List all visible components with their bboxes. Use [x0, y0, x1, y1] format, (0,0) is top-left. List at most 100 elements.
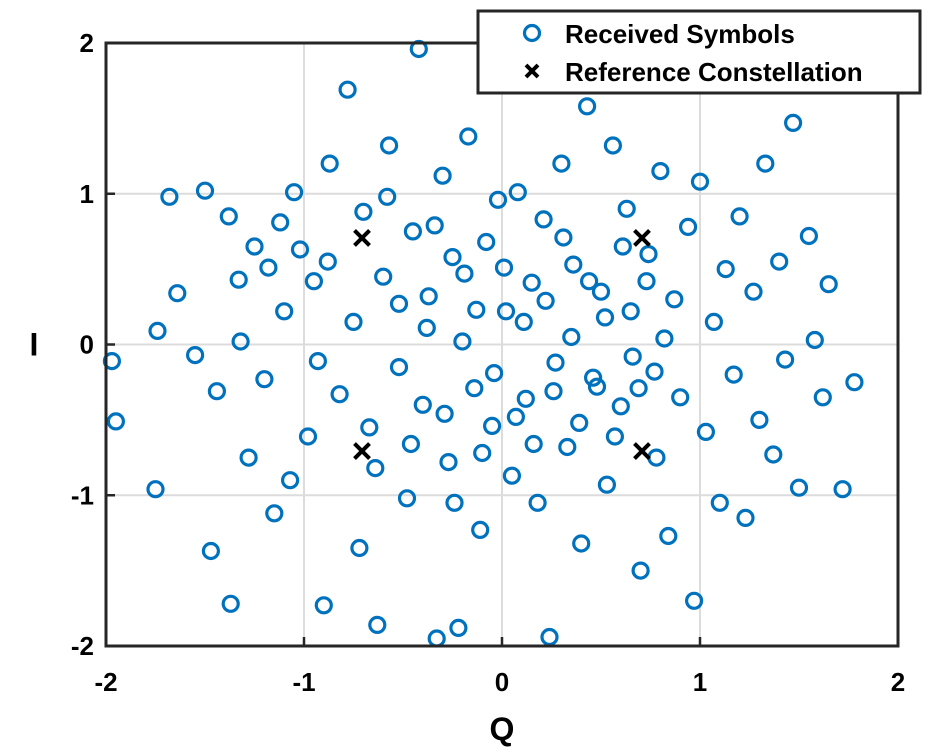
y-tick-label: 1 [80, 179, 94, 209]
grid [105, 42, 899, 647]
received-symbol-point [354, 202, 373, 221]
received-symbol-point [783, 113, 803, 133]
received-symbol-point [255, 370, 274, 389]
received-symbol-point [789, 478, 809, 497]
data-points [102, 39, 864, 648]
received-symbol-point [595, 308, 615, 327]
received-symbol-point [275, 302, 294, 321]
reference-constellation-point [353, 229, 371, 247]
reference-constellation-point [633, 229, 651, 247]
received-symbol-point [845, 373, 864, 392]
received-symbol-point [285, 183, 304, 202]
received-symbol-point [524, 434, 543, 454]
received-symbol-point [690, 172, 710, 191]
y-tick-label: -2 [71, 631, 94, 661]
received-symbol-point [318, 252, 337, 271]
received-symbol-point [536, 291, 555, 310]
received-symbol-point [403, 222, 422, 241]
received-symbol-point [186, 346, 205, 365]
received-symbol-point [207, 382, 226, 401]
received-symbol-point [338, 80, 357, 99]
received-symbol-point [583, 368, 603, 387]
received-symbol-point [655, 329, 674, 348]
received-symbol-point [485, 364, 504, 383]
received-symbol-point [477, 232, 496, 252]
received-symbol-point [696, 422, 716, 441]
received-symbol-point [483, 416, 502, 435]
received-symbol-point [611, 397, 630, 416]
x-tick-label: -2 [94, 667, 117, 697]
received-symbol-point [102, 352, 122, 371]
legend: Received Symbols Reference Constellation [476, 9, 922, 95]
received-symbol-point [433, 166, 452, 185]
received-symbol-point [106, 412, 126, 431]
received-symbol-point [473, 443, 492, 463]
received-symbol-point [265, 504, 284, 523]
received-symbol-point [290, 240, 310, 259]
legend-box [476, 9, 922, 95]
received-symbol-point [298, 427, 318, 446]
received-symbol-point [775, 350, 795, 369]
received-symbol-point [514, 312, 533, 331]
received-symbol-point [425, 216, 444, 235]
received-symbol-point [146, 480, 165, 499]
received-symbol-point [380, 136, 399, 155]
received-symbol-point [631, 561, 650, 580]
received-symbol-point [570, 413, 589, 432]
received-symbol-point [506, 407, 526, 426]
y-tick-label: 0 [80, 330, 94, 360]
x-tick-label: 2 [891, 667, 905, 697]
received-symbol-point [443, 248, 462, 267]
received-symbol-point [467, 300, 486, 319]
received-symbol-point [330, 385, 349, 404]
received-symbol-point [221, 594, 240, 613]
received-symbol-point [659, 526, 678, 546]
received-symbol-point [229, 270, 248, 289]
y-axis-label: I [30, 327, 39, 363]
received-symbol-point [558, 437, 577, 457]
received-symbol-point [671, 388, 690, 407]
received-symbol-point [459, 127, 478, 146]
received-symbol-point [756, 154, 775, 173]
received-symbol-point [508, 183, 527, 202]
received-symbol-point [736, 508, 755, 528]
received-symbol-point [148, 321, 167, 340]
received-symbol-point [577, 97, 597, 116]
received-symbol-point [168, 284, 187, 303]
received-symbol-point [730, 207, 749, 226]
y-tick-label: -1 [71, 480, 94, 510]
received-symbol-point [764, 445, 783, 464]
received-symbol-point [724, 365, 743, 384]
received-symbol-point [623, 347, 642, 366]
received-symbol-point [350, 538, 369, 558]
received-symbol-point [219, 207, 238, 226]
received-symbol-point [502, 466, 521, 485]
received-symbol-point [449, 618, 468, 638]
received-symbol-point [401, 434, 420, 454]
received-symbol-point [201, 541, 220, 561]
received-symbol-point [833, 480, 852, 499]
received-symbol-point [544, 382, 563, 401]
received-symbol-point [647, 448, 666, 467]
received-symbol-point [445, 493, 464, 512]
received-symbol-point [195, 181, 215, 200]
received-symbol-point [374, 267, 393, 286]
received-symbol-point [678, 217, 698, 236]
received-symbol-point [621, 302, 640, 321]
y-tick-label: 2 [80, 28, 94, 58]
received-symbol-point [366, 459, 385, 478]
received-symbol-point [259, 258, 278, 277]
received-symbol-point [494, 258, 514, 277]
received-symbol-point [397, 489, 417, 508]
received-symbol-point [613, 237, 632, 256]
legend-label-received: Received Symbols [565, 19, 795, 49]
received-symbol-point [496, 302, 516, 321]
received-symbol-point [417, 318, 436, 337]
reference-constellation-point [353, 442, 371, 460]
received-symbol-point [805, 330, 824, 350]
received-symbol-point [271, 213, 290, 232]
received-symbol-point [564, 255, 583, 274]
received-symbol-point [378, 187, 397, 206]
received-symbol-point [770, 252, 789, 271]
received-symbol-point [572, 534, 591, 553]
